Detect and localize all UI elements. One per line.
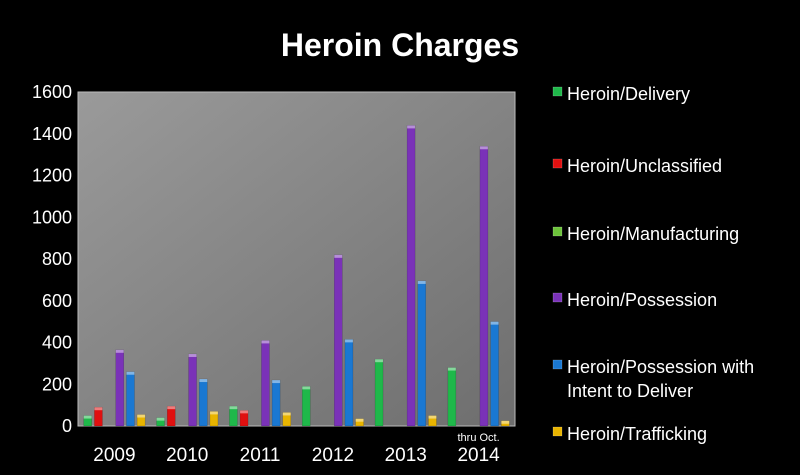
legend-swatch: [552, 86, 563, 97]
y-tick-label: 800: [42, 249, 72, 269]
bars: [83, 125, 510, 427]
x-tick-label: 2009: [93, 445, 135, 466]
bar: [447, 367, 457, 427]
bar-top-highlight: [188, 353, 197, 357]
bar: [166, 405, 176, 427]
bar: [490, 321, 499, 427]
x-tick-label: 2011: [240, 445, 281, 466]
y-tick-label: 600: [42, 291, 72, 311]
bar: [83, 415, 92, 427]
legend-swatch: [552, 158, 563, 169]
bar: [115, 349, 125, 427]
y-tick-label: 1400: [32, 124, 72, 144]
bar-top-highlight: [428, 415, 437, 419]
bar-top-highlight: [115, 349, 124, 353]
x-tick-label: 2012: [312, 445, 354, 466]
legend-label: Heroin/Possession with Intent to Deliver: [567, 357, 754, 401]
bar-top-highlight: [375, 359, 384, 363]
bar-top-highlight: [355, 418, 364, 422]
bar: [428, 415, 437, 427]
bar-top-highlight: [94, 407, 103, 411]
y-axis: 0 200 400 600 800 1000 1200 1400 1600: [32, 82, 72, 436]
bar-top-highlight: [229, 406, 238, 410]
bar-top-highlight: [261, 340, 270, 344]
y-tick-label: 1600: [32, 82, 72, 102]
bar-top-highlight: [282, 412, 291, 416]
bar: [344, 339, 354, 427]
bar-top-highlight: [209, 411, 218, 415]
legend-label: Heroin/Manufacturing: [567, 224, 739, 244]
y-tick-label: 0: [62, 416, 72, 436]
bar-top-highlight: [199, 379, 208, 383]
bar-top-highlight: [137, 414, 146, 418]
x-tick-label: 2010: [166, 445, 208, 466]
bar: [334, 254, 343, 427]
bar: [199, 378, 208, 427]
bar: [282, 412, 292, 427]
bar-top-highlight: [156, 417, 165, 421]
bar: [355, 418, 364, 427]
legend-label: Heroin/Trafficking: [567, 424, 707, 444]
bar: [94, 406, 103, 427]
x-tick-note: thru Oct.: [457, 432, 499, 444]
bar: [406, 125, 416, 427]
bar-top-highlight: [407, 125, 416, 129]
bar: [417, 280, 427, 427]
bar: [479, 146, 489, 427]
bar-top-highlight: [479, 146, 488, 150]
y-tick-label: 200: [42, 374, 72, 394]
bar-top-highlight: [302, 386, 311, 390]
bar-top-highlight: [417, 280, 426, 284]
bar: [126, 371, 135, 427]
bar-top-highlight: [490, 321, 499, 325]
legend-label: Heroin/Possession: [567, 290, 717, 310]
y-tick-label: 400: [42, 333, 72, 353]
x-tick-label: 2013: [385, 445, 427, 466]
bar: [156, 417, 165, 427]
bar-top-highlight: [167, 406, 176, 410]
bar-top-highlight: [334, 254, 343, 258]
bar-top-highlight: [344, 339, 353, 343]
bar-top-highlight: [126, 371, 135, 375]
bar: [501, 420, 510, 427]
legend-label: Heroin/Unclassified: [567, 156, 722, 176]
bar: [301, 386, 311, 427]
chart-title: Heroin Charges: [281, 27, 519, 63]
bar-top-highlight: [447, 367, 456, 371]
legend-swatch: [552, 426, 563, 437]
bar: [229, 405, 238, 427]
bar: [136, 414, 146, 427]
bar: [239, 410, 249, 427]
bar: [271, 379, 281, 427]
legend-swatch: [552, 292, 563, 303]
bar-top-highlight: [501, 420, 510, 424]
x-tick-label: 2014: [457, 445, 500, 466]
bar: [188, 353, 197, 427]
bar: [374, 358, 384, 427]
bar-top-highlight: [83, 415, 92, 419]
legend-label: Heroin/Delivery: [567, 84, 690, 104]
bar: [209, 411, 219, 427]
plot-area: [77, 91, 516, 427]
bar: [261, 340, 270, 427]
bar-top-highlight: [272, 380, 281, 384]
y-tick-label: 1000: [32, 207, 72, 227]
legend-swatch: [552, 359, 563, 370]
legend-swatch: [552, 226, 563, 237]
bar-top-highlight: [240, 410, 249, 414]
legend: Heroin/Delivery Heroin/Unclassified Heroin…: [552, 84, 754, 444]
y-tick-label: 1200: [32, 166, 72, 186]
